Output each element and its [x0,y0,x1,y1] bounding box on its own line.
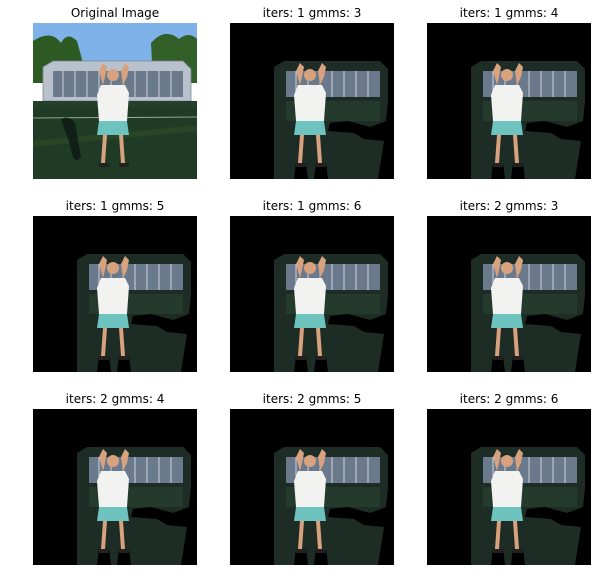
segmentation-result [33,216,197,372]
segmentation-result [427,216,591,372]
segmentation-result [427,23,591,179]
panel-title: iters: 1 gmms: 5 [65,199,165,213]
panel-title: Original Image [70,6,160,20]
segmentation-result [230,23,394,179]
panel-title: iters: 1 gmms: 4 [459,6,559,20]
segmentation-result [230,409,394,565]
segmentation-result [230,216,394,372]
segmentation-result [427,409,591,565]
panel-title: iters: 1 gmms: 3 [262,6,362,20]
panel-title: iters: 2 gmms: 3 [459,199,559,213]
panel-title: iters: 2 gmms: 4 [65,392,165,406]
panel-title: iters: 1 gmms: 6 [262,199,362,213]
panel-title: iters: 2 gmms: 5 [262,392,362,406]
original-photo [33,23,197,179]
segmentation-result [33,409,197,565]
panel-title: iters: 2 gmms: 6 [459,392,559,406]
